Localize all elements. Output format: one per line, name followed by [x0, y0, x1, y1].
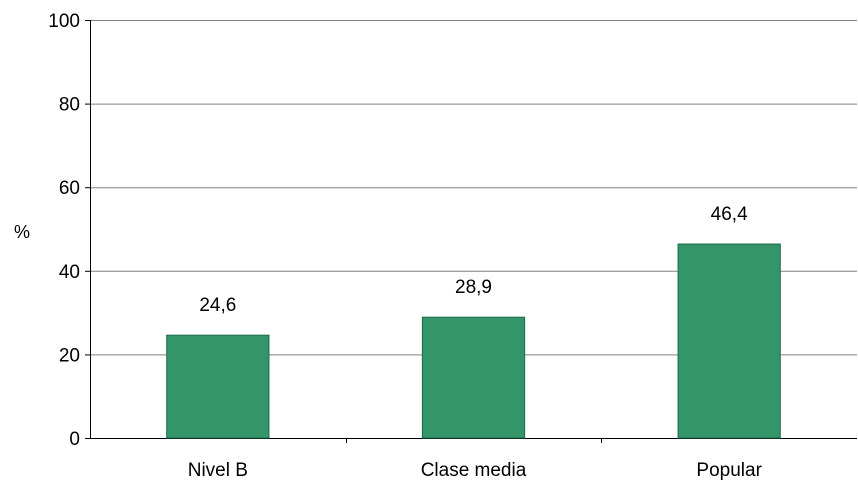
bar	[421, 316, 526, 439]
data-label: 46,4	[711, 204, 748, 225]
bar	[677, 243, 781, 439]
y-tick-label: 100	[48, 11, 80, 32]
y-tick-label: 40	[59, 262, 80, 283]
bar	[166, 334, 270, 439]
data-label: 28,9	[455, 277, 492, 298]
y-tick-label: 80	[59, 95, 80, 116]
category-label: Nivel B	[188, 460, 248, 481]
y-tick-label: 0	[69, 429, 80, 450]
y-tick-labels: 0 20 40 60 80 100	[48, 11, 80, 450]
category-label: Popular	[696, 460, 762, 481]
data-labels: 24,6 28,9 46,4	[199, 204, 748, 316]
x-category-labels: Nivel B Clase media Popular	[188, 460, 763, 481]
y-tick-label: 20	[59, 345, 80, 366]
data-label: 24,6	[199, 295, 236, 316]
category-label: Clase media	[421, 460, 527, 481]
y-tick-label: 60	[59, 178, 80, 199]
bars	[166, 243, 781, 439]
y-axis-label: %	[14, 222, 30, 242]
